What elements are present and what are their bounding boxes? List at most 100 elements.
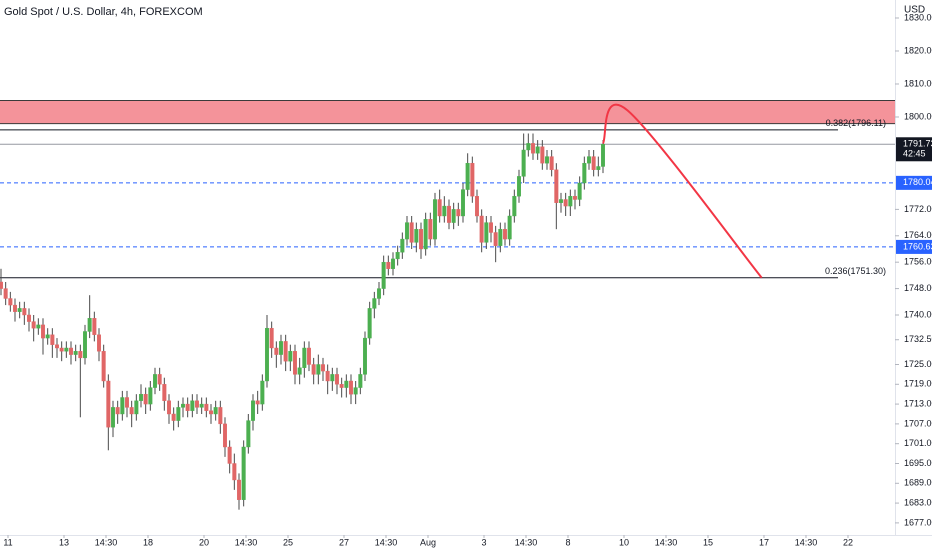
candle-body [143,393,148,405]
y-tick-label: 1732.50 [904,334,932,344]
candle-body [446,205,451,223]
candle-body [521,149,526,177]
candle-body [180,403,185,408]
candle-body [246,420,251,448]
candle-body [129,407,134,415]
candle-body [199,403,204,408]
candle-body [577,182,582,200]
candle-body [558,199,563,203]
candle-body [97,334,102,352]
candle-body [465,162,470,190]
candle-body [50,334,55,345]
candle-body [502,228,507,240]
candle-body [152,374,157,388]
candle-body [526,143,531,151]
y-tick-label: 1719.00 [904,379,932,389]
candle-body [418,228,423,250]
chart-title: Gold Spot / U.S. Dollar, 4h, FOREXCOM [4,6,203,18]
x-tick-label: 11 [3,537,12,547]
candle-body [563,199,568,207]
y-tick-label: 1701.00 [904,438,932,448]
candle-body [372,298,377,309]
candle-body [330,374,335,382]
candle-body [260,380,265,405]
candle-body [27,314,32,322]
candle-body [362,337,367,375]
candle-body [213,407,218,415]
price-label-box [896,137,932,162]
candle-body [395,252,400,260]
candle-body [334,374,339,385]
candle-body [139,393,144,401]
x-tick-label: 18 [143,537,153,547]
candle-body [55,344,60,349]
x-tick-label: 17 [759,537,769,547]
x-tick-label: 14:30 [235,537,258,547]
x-tick-label: 15 [703,537,713,547]
candle-body [572,195,577,200]
candle-body [488,222,493,233]
candle-body [306,347,311,365]
candle-body [59,347,64,352]
candle-body [596,166,601,170]
x-tick-label: 8 [565,537,570,547]
x-tick-label: Aug [420,537,436,547]
candle-body [451,209,456,223]
candle-body [474,195,479,217]
x-tick-label: 25 [283,537,293,547]
candle-body [386,261,391,269]
y-tick-label: 1707.00 [904,418,932,428]
candle-body [292,351,297,375]
candle-body [36,324,41,329]
candle-body [344,380,349,388]
y-tick-label: 1800.00 [904,111,932,121]
y-tick-label: 1677.00 [904,517,932,527]
candle-body [400,238,405,253]
projection-curve [602,103,763,279]
candle-body [218,407,223,425]
candle-body [544,156,549,164]
candle-body [232,463,237,481]
candle-body [176,407,181,421]
candle-body [236,479,241,500]
plot-area: 0.382(1796.11) 0.236(1751.30) [0,99,895,510]
y-tick-label: 1725.00 [904,359,932,369]
candle-body [78,351,83,359]
candle-body [264,327,269,382]
candle-body [390,258,395,269]
countdown: 42:45 [903,149,926,159]
candle-body [13,304,18,312]
x-tick-label: 10 [619,537,629,547]
candle-body [381,261,386,289]
candle-body [92,318,97,335]
fib-label: 0.382(1796.11) [826,118,886,128]
candle-body [64,347,69,352]
candle-body [250,400,255,421]
candle-body [83,331,88,359]
candle-body [409,222,414,243]
candle-body [470,162,475,197]
candle-body [269,327,274,349]
y-tick-label: 1695.00 [904,458,932,468]
candle-body [512,195,517,217]
candle-body [353,387,358,395]
candle-body [479,215,484,243]
candle-body [204,403,209,411]
candle-body [8,298,13,306]
candle-body [274,347,279,355]
candle-body [106,380,111,428]
candle-body [241,446,246,500]
candle-body [586,156,591,164]
candle-body [69,347,74,355]
candle-body [437,199,442,217]
price-label: 1791.73 [903,139,932,149]
candle-body [591,156,596,170]
candle-body [17,308,22,312]
y-tick-label: 1683.00 [904,497,932,507]
candle-body [423,219,428,250]
candle-body [600,144,605,167]
price-label-box [896,239,932,254]
candle-body [530,143,535,154]
candle-body [339,384,344,388]
